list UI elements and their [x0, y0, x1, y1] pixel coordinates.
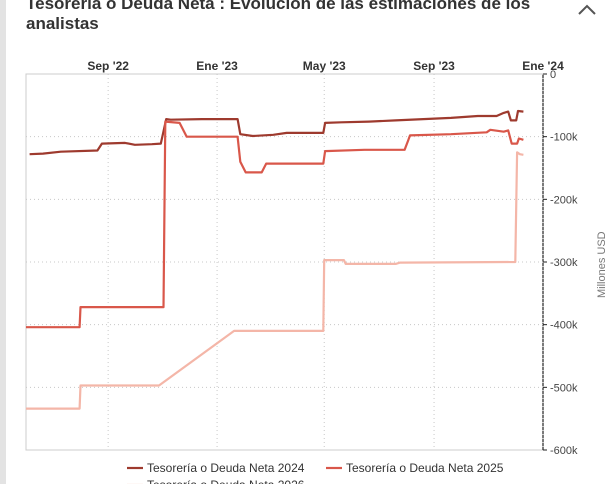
- series-line-2026: [26, 151, 524, 410]
- y-tick-label: -300k: [550, 257, 578, 269]
- chevron-up-icon: [578, 4, 596, 15]
- y-tick-label: 0: [550, 69, 556, 81]
- collapse-toggle[interactable]: [576, 0, 598, 18]
- legend-label: Tesorería o Deuda Neta 2025: [346, 461, 504, 475]
- legend-label: Tesorería o Deuda Neta 2026: [147, 478, 305, 484]
- x-tick-label: Sep '23: [413, 59, 455, 73]
- y-tick-label: -200k: [550, 194, 578, 206]
- series-line-2025: [26, 120, 524, 329]
- chart-title: Tesorería o Deuda Neta : Evolución de la…: [26, 0, 531, 33]
- x-tick-label: May '23: [303, 59, 346, 73]
- y-tick-label: -100k: [550, 132, 578, 144]
- legend-label: Tesorería o Deuda Neta 2024: [147, 461, 305, 475]
- x-tick-label: Ene '24: [522, 59, 564, 73]
- y-axis-title: Millones USD: [596, 231, 608, 298]
- y-tick-label: -600k: [550, 445, 578, 457]
- x-tick-label: Ene '23: [196, 59, 238, 73]
- x-tick-label: Sep '22: [87, 59, 129, 73]
- left-panel-edge: [0, 0, 6, 484]
- y-tick-label: -400k: [550, 320, 578, 332]
- series-line-2024: [29, 109, 524, 156]
- y-tick-label: -500k: [550, 382, 578, 394]
